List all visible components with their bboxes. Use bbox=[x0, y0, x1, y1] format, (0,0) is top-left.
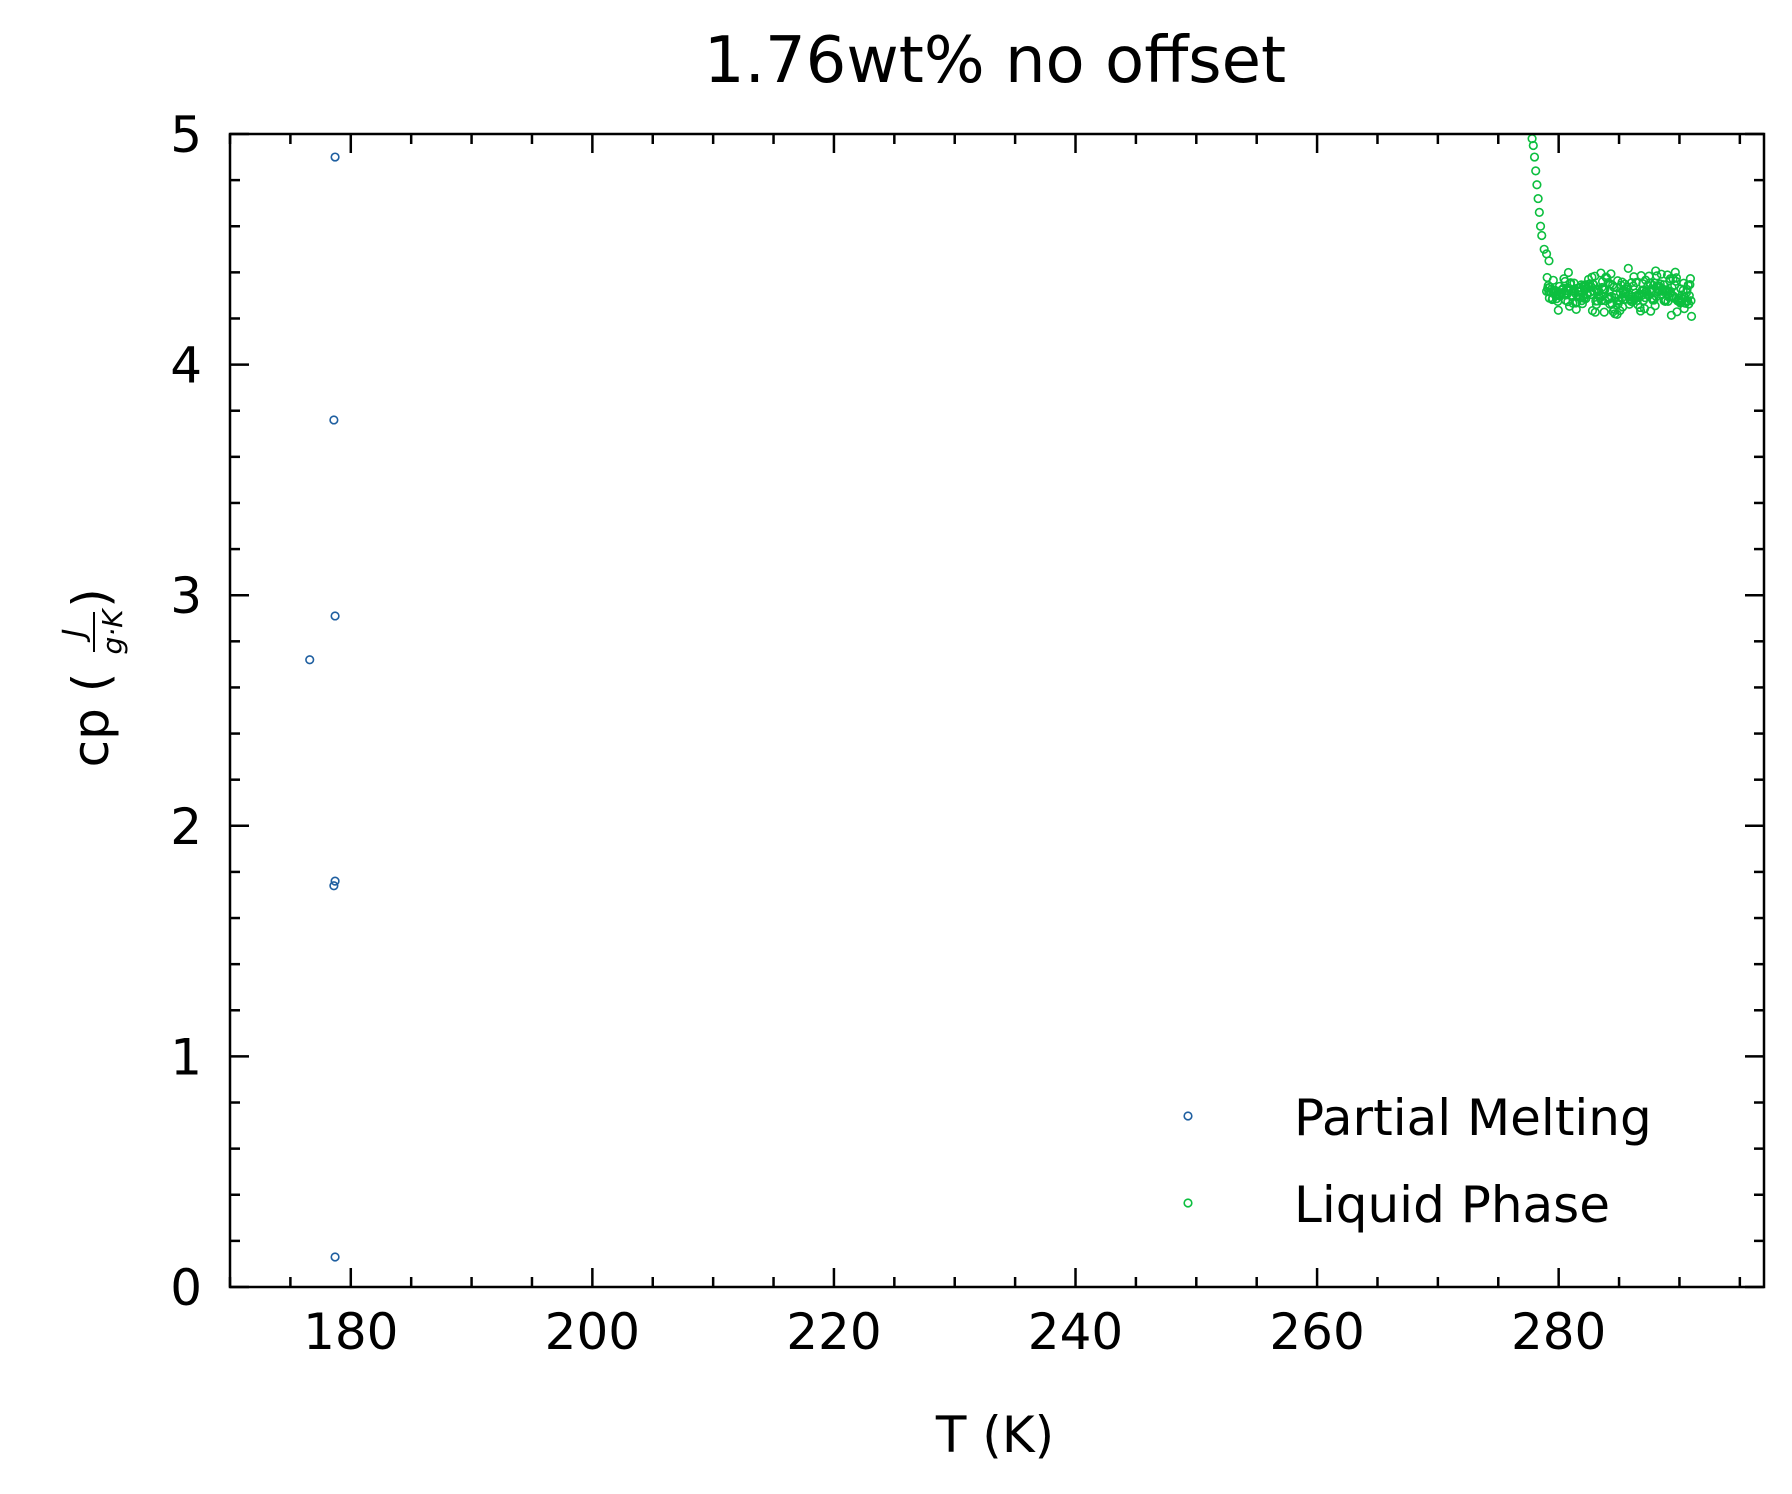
data-point-liquid-phase bbox=[1664, 292, 1674, 302]
plot-frame bbox=[228, 132, 1766, 1289]
legend-marker-liquid-phase bbox=[1183, 1198, 1193, 1208]
data-point-partial-melting bbox=[329, 881, 339, 891]
data-point-liquid-phase bbox=[1606, 269, 1616, 279]
series-liquid-phase bbox=[1527, 134, 1697, 321]
x-tick-label: 220 bbox=[786, 1303, 881, 1361]
data-point-liquid-phase bbox=[1560, 276, 1570, 287]
data-point-liquid-phase bbox=[1529, 152, 1540, 162]
data-point-liquid-phase bbox=[1684, 291, 1694, 301]
y-axis-label-numerator: J bbox=[57, 629, 92, 643]
x-tick-label: 260 bbox=[1269, 1303, 1364, 1361]
legend-label-partial-melting: Partial Melting bbox=[1294, 1089, 1652, 1147]
data-point-liquid-phase bbox=[1636, 271, 1646, 281]
data-point-partial-melting bbox=[330, 1252, 340, 1262]
data-point-liquid-phase bbox=[1656, 269, 1666, 279]
data-point-partial-melting bbox=[329, 415, 339, 425]
data-point-liquid-phase bbox=[1566, 278, 1576, 288]
data-point-liquid-phase bbox=[1686, 311, 1697, 321]
y-axis-label-prefix: cp ( bbox=[62, 673, 120, 768]
y-axis-label-suffix: ) bbox=[62, 588, 120, 608]
data-point-liquid-phase bbox=[1652, 271, 1662, 281]
data-point-liquid-phase bbox=[1531, 166, 1541, 176]
x-tick-label: 200 bbox=[545, 1303, 640, 1361]
data-point-liquid-phase bbox=[1599, 307, 1609, 317]
y-tick-label: 4 bbox=[170, 337, 202, 395]
data-point-liquid-phase bbox=[1535, 221, 1546, 231]
data-point-liquid-phase bbox=[1670, 267, 1680, 277]
data-point-partial-melting bbox=[330, 152, 340, 162]
data-point-liquid-phase bbox=[1563, 267, 1574, 278]
data-point-liquid-phase bbox=[1646, 306, 1656, 316]
legend: Partial Melting Liquid Phase bbox=[1183, 1089, 1652, 1234]
data-point-liquid-phase bbox=[1665, 274, 1675, 284]
legend-marker-partial-melting bbox=[1183, 1111, 1193, 1121]
data-point-liquid-phase bbox=[1534, 207, 1544, 218]
data-point-liquid-phase bbox=[1539, 244, 1549, 254]
data-point-liquid-phase bbox=[1544, 256, 1554, 266]
data-point-liquid-phase bbox=[1623, 263, 1633, 273]
y-tick-label: 2 bbox=[170, 798, 202, 856]
series-partial-melting bbox=[305, 152, 340, 1262]
data-point-liquid-phase bbox=[1650, 301, 1660, 311]
data-point-liquid-phase bbox=[1532, 180, 1542, 190]
tick-labels: 180 200 220 240 260 280 0 1 2 3 4 5 bbox=[170, 106, 1606, 1361]
data-point-liquid-phase bbox=[1685, 279, 1695, 290]
y-tick-label: 3 bbox=[170, 567, 202, 625]
legend-label-liquid-phase: Liquid Phase bbox=[1294, 1176, 1610, 1234]
x-tick-label: 240 bbox=[1028, 1303, 1123, 1361]
data-point-liquid-phase bbox=[1672, 307, 1682, 317]
data-point-liquid-phase bbox=[1533, 193, 1543, 204]
data-point-liquid-phase bbox=[1686, 296, 1696, 306]
data-point-partial-melting bbox=[305, 655, 315, 665]
svg-text:cp (: cp ( bbox=[62, 673, 120, 768]
data-point-partial-melting bbox=[330, 876, 340, 886]
data-point-liquid-phase bbox=[1528, 140, 1538, 151]
data-point-liquid-phase bbox=[1685, 274, 1696, 284]
y-tick-label: 5 bbox=[170, 106, 202, 164]
y-tick-label: 0 bbox=[170, 1259, 202, 1317]
x-tick-label: 280 bbox=[1511, 1303, 1606, 1361]
x-tick-label: 180 bbox=[303, 1303, 398, 1361]
data-point-liquid-phase bbox=[1548, 275, 1558, 285]
x-axis-label: T (K) bbox=[935, 1406, 1054, 1464]
data-point-partial-melting bbox=[330, 611, 340, 621]
chart-title: 1.76wt% no offset bbox=[704, 24, 1286, 98]
data-point-liquid-phase bbox=[1537, 230, 1547, 241]
y-tick-label: 1 bbox=[170, 1028, 202, 1086]
data-point-liquid-phase bbox=[1553, 305, 1563, 315]
data-point-liquid-phase bbox=[1671, 273, 1682, 283]
y-axis-label: cp ( J g·K ) bbox=[57, 588, 129, 767]
y-axis-label-denominator: g·K bbox=[96, 607, 129, 655]
